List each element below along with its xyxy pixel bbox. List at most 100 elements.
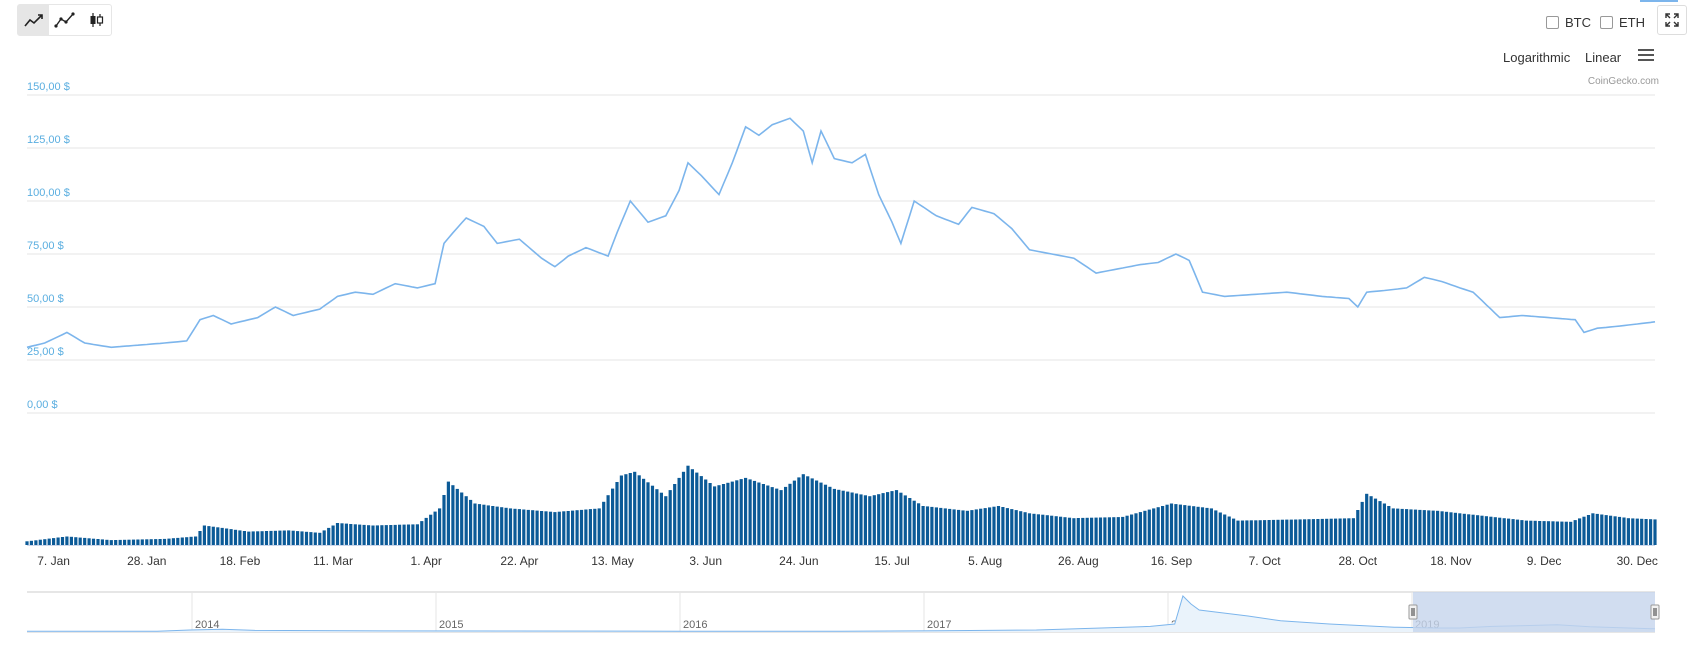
volume-bar: [868, 496, 872, 545]
price-line: [26, 117, 1656, 349]
fullscreen-button[interactable]: [1657, 5, 1687, 35]
x-tick-label: 9. Dec: [1527, 554, 1562, 568]
volume-bar: [477, 504, 482, 545]
volume-bar: [362, 524, 366, 545]
volume-bar: [797, 477, 801, 545]
volume-bar: [1511, 519, 1515, 545]
linear-scale-button[interactable]: Linear: [1585, 50, 1622, 65]
volume-bar: [832, 488, 836, 545]
btc-compare-toggle[interactable]: BTC: [1546, 15, 1591, 30]
volume-bar: [380, 525, 384, 545]
line-chart-button[interactable]: [49, 5, 80, 35]
navigator-handle[interactable]: [1408, 604, 1418, 620]
volume-bar: [642, 478, 646, 545]
volume-bar: [194, 536, 198, 545]
volume-bar: [1462, 513, 1466, 545]
x-tick-label: 3. Jun: [689, 554, 722, 568]
navigator[interactable]: 201420152016201720182019: [27, 591, 1660, 633]
x-tick-label: 28. Jan: [127, 554, 166, 568]
volume-bar: [1192, 506, 1196, 545]
volume-bar: [908, 498, 912, 545]
volume-bar: [375, 525, 379, 545]
volume-bar: [854, 493, 859, 545]
navigator-handle[interactable]: [1650, 604, 1660, 620]
volume-bar: [1564, 521, 1568, 545]
volume-bar: [535, 510, 539, 545]
volume-bar: [704, 479, 708, 545]
area-chart-icon: [23, 14, 43, 27]
logarithmic-scale-button[interactable]: Logarithmic: [1503, 50, 1571, 65]
volume-bar: [761, 484, 765, 545]
volume-bar: [1347, 518, 1351, 545]
volume-bar: [491, 506, 495, 545]
volume-bar: [513, 508, 517, 545]
volume-bar: [25, 541, 29, 545]
volume-bar: [934, 507, 938, 545]
x-tick-label: 7. Jan: [37, 554, 70, 568]
volume-bar: [579, 509, 584, 545]
area-chart-button[interactable]: [18, 5, 49, 35]
volume-bar: [1258, 520, 1262, 545]
volume-bar: [1635, 518, 1639, 545]
volume-bar: [1400, 508, 1404, 545]
volume-bar: [145, 539, 149, 545]
y-tick-label: 0,00 $: [27, 399, 58, 411]
volume-bar: [1600, 514, 1604, 545]
volume-bar: [1320, 518, 1324, 545]
volume-bar: [1063, 517, 1067, 545]
volume-bar: [1209, 508, 1213, 545]
volume-bar: [442, 495, 446, 545]
navigator-selection[interactable]: [1413, 592, 1655, 632]
volume-bar: [974, 509, 978, 545]
volume-bar: [1223, 514, 1227, 545]
hamburger-menu-icon[interactable]: [1638, 49, 1654, 63]
volume-bar: [784, 486, 788, 545]
volume-bar: [260, 531, 264, 545]
volume-bar: [131, 539, 136, 545]
volume-bar: [779, 490, 783, 545]
volume-bar: [1276, 519, 1280, 545]
volume-bar: [1520, 520, 1524, 545]
volume-bar: [495, 506, 499, 545]
volume-bar: [278, 530, 282, 545]
chart-type-toolbar: [17, 4, 112, 36]
volume-bar: [1240, 520, 1245, 545]
y-tick-label: 100,00 $: [27, 187, 70, 199]
btc-checkbox[interactable]: [1546, 16, 1559, 29]
volume-bar: [792, 480, 796, 545]
volume-bar: [136, 539, 140, 545]
volume-bar: [74, 537, 78, 545]
volume-bar: [180, 537, 184, 545]
volume-bar: [863, 495, 867, 545]
volume-bar: [823, 484, 828, 545]
eth-compare-toggle[interactable]: ETH: [1600, 15, 1645, 30]
volume-bar: [282, 530, 286, 545]
volume-bar: [925, 506, 930, 545]
volume-bar: [597, 508, 601, 545]
volume-bar: [1515, 519, 1520, 545]
volume-bar: [1444, 511, 1449, 545]
navigator-year-label: 2015: [439, 619, 463, 631]
volume-bar: [1502, 518, 1506, 545]
volume-bar: [1582, 516, 1586, 545]
volume-bar: [1409, 509, 1413, 545]
volume-bar: [1001, 507, 1005, 545]
navigator-year-label: 2017: [927, 619, 951, 631]
volume-bar: [1050, 515, 1054, 545]
volume-bar: [1555, 521, 1559, 545]
volume-bar: [1365, 493, 1369, 545]
volume-bar: [522, 509, 526, 545]
volume-bar: [619, 475, 623, 545]
volume-bar: [486, 505, 490, 545]
volume-bar: [229, 529, 233, 545]
volume-bar: [806, 476, 810, 545]
volume-bar: [1524, 520, 1528, 545]
volume-bar: [695, 472, 699, 545]
candlestick-button[interactable]: [80, 5, 111, 35]
volume-bar: [189, 536, 193, 545]
volume-bar: [420, 521, 424, 545]
volume-bar: [650, 485, 655, 545]
volume-bar: [673, 484, 677, 545]
eth-checkbox[interactable]: [1600, 16, 1613, 29]
navigator-year-label: 2016: [683, 619, 707, 631]
